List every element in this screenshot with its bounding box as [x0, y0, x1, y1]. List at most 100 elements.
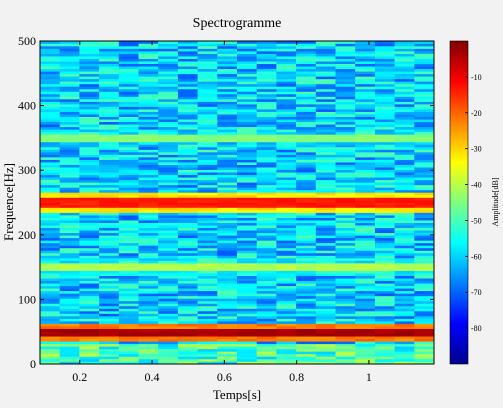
heatmap-cell: [40, 336, 60, 340]
heatmap-cell: [237, 260, 257, 264]
heatmap-cell: [59, 104, 80, 107]
heatmap-cell: [394, 290, 415, 294]
heatmap-cell: [276, 351, 297, 355]
heatmap-cell: [197, 343, 218, 347]
heatmap-cell: [118, 86, 139, 90]
heatmap-cell: [237, 99, 257, 102]
heatmap-cell: [158, 303, 179, 307]
heatmap-cell: [79, 207, 100, 211]
heatmap-cell: [335, 260, 356, 264]
heatmap-cell: [394, 326, 415, 329]
heatmap-cell: [79, 121, 100, 125]
heatmap-cell: [355, 210, 376, 213]
heatmap-cell: [118, 212, 139, 216]
heatmap-cell: [158, 212, 179, 216]
heatmap-cell: [197, 230, 218, 234]
heatmap-cell: [118, 106, 139, 110]
heatmap-cell: [177, 336, 198, 340]
heatmap-cell: [158, 232, 179, 236]
heatmap-cell: [217, 61, 238, 65]
heatmap-cell: [296, 326, 317, 329]
heatmap-cell: [414, 263, 434, 266]
heatmap-cell: [59, 179, 80, 183]
heatmap-cell: [197, 106, 218, 110]
heatmap-cell: [374, 250, 395, 254]
heatmap-cell: [197, 217, 218, 221]
heatmap-cell: [99, 58, 120, 62]
heatmap-cell: [79, 152, 100, 155]
heatmap-cell: [414, 235, 434, 239]
heatmap-cell: [414, 126, 434, 130]
heatmap-cell: [276, 157, 297, 160]
heatmap-cell: [355, 66, 376, 70]
heatmap-cell: [40, 71, 60, 75]
heatmap-cell: [99, 237, 120, 241]
heatmap-cell: [138, 328, 159, 332]
y-tick-label: 500: [18, 34, 36, 48]
heatmap-cell: [374, 41, 395, 44]
heatmap-cell: [99, 232, 120, 236]
heatmap-cell: [158, 172, 179, 176]
heatmap-cell: [197, 202, 218, 206]
heatmap-cell: [414, 275, 434, 279]
heatmap-cell: [414, 71, 434, 75]
heatmap-cell: [374, 187, 395, 191]
heatmap-cell: [40, 68, 60, 72]
heatmap-cell: [217, 230, 238, 234]
heatmap-cell: [394, 232, 415, 236]
heatmap-cell: [276, 76, 297, 80]
heatmap-cell: [99, 56, 120, 59]
heatmap-cell: [59, 225, 80, 229]
heatmap-cell: [355, 356, 376, 360]
heatmap-cell: [256, 197, 277, 201]
heatmap-cell: [374, 240, 395, 244]
heatmap-cell: [99, 328, 120, 332]
heatmap-cell: [394, 313, 415, 317]
heatmap-cell: [40, 270, 60, 274]
heatmap-cell: [414, 237, 434, 241]
heatmap-cell: [394, 250, 415, 254]
heatmap-cell: [276, 268, 297, 271]
heatmap-cell: [59, 111, 80, 115]
heatmap-cell: [276, 258, 297, 261]
heatmap-cell: [276, 53, 297, 57]
heatmap-cell: [177, 343, 198, 347]
heatmap-cell: [256, 126, 277, 130]
heatmap-cell: [59, 227, 80, 231]
heatmap-cell: [59, 68, 80, 72]
heatmap-cell: [79, 146, 100, 150]
heatmap-cell: [40, 358, 60, 362]
heatmap-cell: [237, 164, 257, 168]
heatmap-cell: [79, 235, 100, 239]
heatmap-cell: [335, 283, 356, 287]
heatmap-cell: [217, 96, 238, 100]
heatmap-cell: [177, 78, 198, 82]
heatmap-cell: [217, 321, 238, 324]
heatmap-cell: [394, 43, 415, 47]
heatmap-cell: [177, 88, 198, 92]
heatmap-cell: [217, 220, 238, 223]
heatmap-cell: [414, 298, 434, 302]
heatmap-cell: [197, 76, 218, 80]
heatmap-cell: [394, 78, 415, 82]
heatmap-cell: [99, 126, 120, 130]
heatmap-cell: [374, 265, 395, 269]
heatmap-cell: [296, 295, 317, 299]
heatmap-cell: [158, 346, 179, 350]
heatmap-cell: [374, 356, 395, 360]
heatmap-cell: [394, 51, 415, 54]
heatmap-cell: [177, 220, 198, 223]
heatmap-cell: [177, 300, 198, 304]
heatmap-cell: [197, 328, 218, 332]
heatmap-cell: [59, 88, 80, 92]
heatmap-cell: [237, 141, 257, 145]
heatmap-cell: [197, 194, 218, 198]
heatmap-cell: [118, 356, 139, 360]
heatmap-cell: [237, 63, 257, 67]
heatmap-cell: [79, 316, 100, 319]
heatmap-cell: [79, 230, 100, 234]
heatmap-cell: [99, 144, 120, 148]
heatmap-cell: [177, 71, 198, 75]
heatmap-cell: [217, 268, 238, 271]
heatmap-cell: [276, 212, 297, 216]
